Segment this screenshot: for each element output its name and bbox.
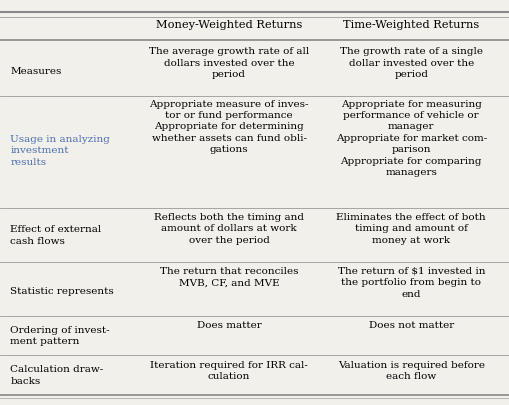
Text: Reflects both the timing and
amount of dollars at work
over the period: Reflects both the timing and amount of d… <box>154 213 304 244</box>
Text: Eliminates the effect of both
timing and amount of
money at work: Eliminates the effect of both timing and… <box>336 213 486 244</box>
Text: Time-Weighted Returns: Time-Weighted Returns <box>343 20 479 30</box>
Text: Effect of external
cash flows: Effect of external cash flows <box>10 225 101 245</box>
Text: Money-Weighted Returns: Money-Weighted Returns <box>156 20 302 30</box>
Text: Usage in analyzing
investment
results: Usage in analyzing investment results <box>10 134 110 166</box>
Text: Does matter: Does matter <box>196 321 262 330</box>
Text: Ordering of invest-
ment pattern: Ordering of invest- ment pattern <box>10 325 110 345</box>
Text: The return of $1 invested in
the portfolio from begin to
end: The return of $1 invested in the portfol… <box>337 266 485 298</box>
Text: Calculation draw-
backs: Calculation draw- backs <box>10 364 103 385</box>
Text: Does not matter: Does not matter <box>369 321 454 330</box>
Text: Appropriate measure of inves-
tor or fund performance
Appropriate for determinin: Appropriate measure of inves- tor or fun… <box>149 99 309 154</box>
Text: The growth rate of a single
dollar invested over the
period: The growth rate of a single dollar inves… <box>340 47 483 79</box>
Text: Appropriate for measuring
performance of vehicle or
manager
Appropriate for mark: Appropriate for measuring performance of… <box>335 99 487 177</box>
Text: The return that reconciles
MVB, CF, and MVE: The return that reconciles MVB, CF, and … <box>160 266 298 287</box>
Text: Measures: Measures <box>10 67 62 76</box>
Text: Valuation is required before
each flow: Valuation is required before each flow <box>338 360 485 380</box>
Text: The average growth rate of all
dollars invested over the
period: The average growth rate of all dollars i… <box>149 47 309 79</box>
Text: Statistic represents: Statistic represents <box>10 286 114 295</box>
Text: Iteration required for IRR cal-
culation: Iteration required for IRR cal- culation <box>150 360 308 380</box>
